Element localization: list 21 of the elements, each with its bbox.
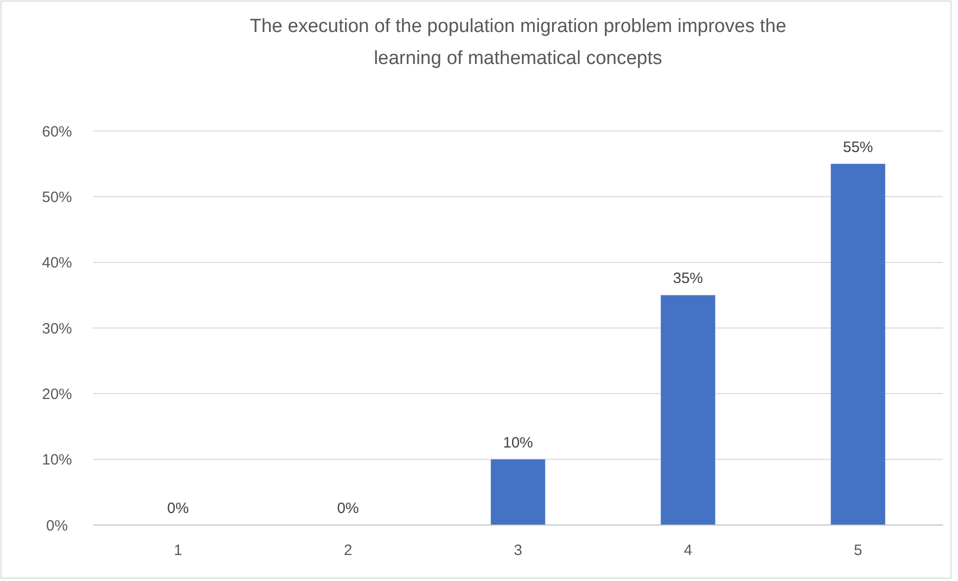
data-label: 0% xyxy=(337,500,359,517)
y-tick-label: 0% xyxy=(46,517,68,534)
data-label: 55% xyxy=(842,138,874,156)
x-tick-label: 4 xyxy=(684,542,692,559)
bar xyxy=(490,459,546,525)
y-tick-label: 20% xyxy=(42,386,72,403)
x-tick-label: 3 xyxy=(514,542,522,559)
data-label: 0% xyxy=(167,500,189,517)
y-tick-label: 40% xyxy=(42,254,72,272)
y-tick-label: 10% xyxy=(42,452,72,469)
y-tick-label: 50% xyxy=(42,188,72,206)
y-tick-label: 60% xyxy=(42,123,72,140)
x-tick-label: 5 xyxy=(854,542,862,559)
data-label: 10% xyxy=(502,434,534,452)
bar xyxy=(830,164,886,525)
data-label: 35% xyxy=(672,270,704,288)
x-tick-label: 2 xyxy=(344,542,352,559)
x-tick-label: 1 xyxy=(174,542,182,559)
bar xyxy=(660,295,716,525)
chart-title: The execution of the population migration problem improves the learning of mathematical concepts xyxy=(250,16,786,69)
y-tick-label: 30% xyxy=(42,320,72,338)
